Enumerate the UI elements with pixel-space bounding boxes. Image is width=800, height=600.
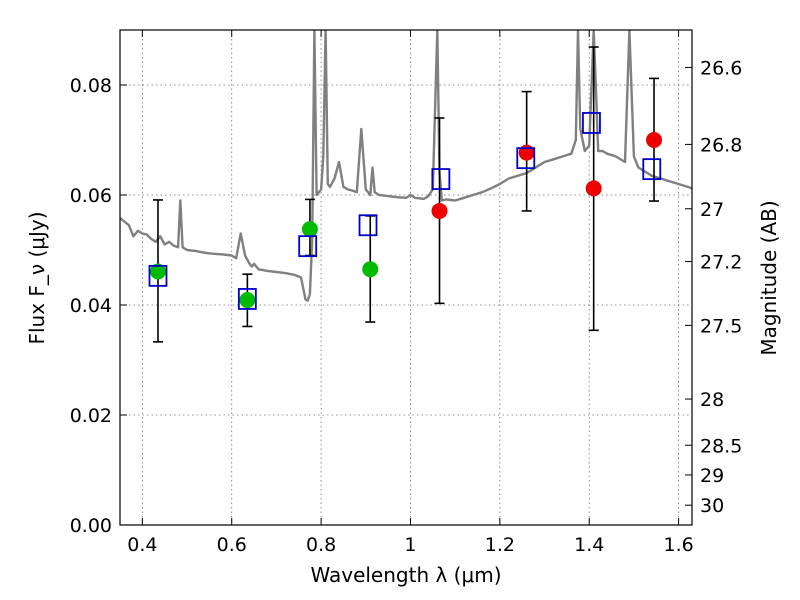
axis-layer: 0.4 0.6 0.8 1 1.2 1.4 1.6 0.00 0.02 0.04 0.06 0.08 2… xyxy=(70,30,742,556)
x-tick-label: 0.4 xyxy=(127,534,157,556)
spectrum-line xyxy=(120,30,692,302)
y2-tick-label: 27 xyxy=(700,199,724,221)
y2-tick-label: 28.5 xyxy=(700,435,742,457)
x-axis-label: Wavelength λ (μm) xyxy=(310,563,501,587)
y-tick-label: 0.08 xyxy=(70,75,112,97)
model-square xyxy=(358,214,378,237)
x-tick-label: 1.2 xyxy=(485,534,515,556)
errorbar-layer xyxy=(152,46,660,343)
model-square xyxy=(582,112,601,134)
model-square xyxy=(516,147,536,170)
y2-tick-label: 26.6 xyxy=(700,57,742,79)
model-square xyxy=(237,288,257,310)
model-square xyxy=(642,158,662,181)
green-data-point xyxy=(301,221,318,238)
square-layer xyxy=(148,112,662,310)
y2-tick-label: 26.8 xyxy=(700,134,742,156)
green-data-point xyxy=(362,261,379,278)
grid-layer xyxy=(120,30,692,526)
model-square xyxy=(298,235,318,258)
y-tick-label: 0.02 xyxy=(70,405,112,427)
plot-frame xyxy=(119,29,693,526)
green-data-point xyxy=(149,263,166,280)
y2-axis-label: Magnitude (AB) xyxy=(757,200,781,355)
x-tick-label: 0.8 xyxy=(306,534,336,556)
y-axis-label: Flux F_ν (μJy) xyxy=(25,211,49,344)
y2-tick-label: 30 xyxy=(700,495,724,517)
y-tick-label: 0.00 xyxy=(70,515,112,537)
x-tick-label: 1.4 xyxy=(574,534,604,556)
model-square xyxy=(431,168,451,190)
y-tick-label: 0.04 xyxy=(70,295,112,317)
x-axis-label-text: Wavelength λ (μm) xyxy=(310,563,501,587)
spectrum-layer xyxy=(120,30,692,302)
y-axis-label-text: Flux F_ν (μJy) xyxy=(25,211,49,344)
model-square xyxy=(148,264,168,287)
x-tick-label: 1 xyxy=(404,534,416,556)
x-tick-label: 0.6 xyxy=(217,534,247,556)
x-tick-label: 1.6 xyxy=(663,534,693,556)
red-data-point xyxy=(431,202,448,219)
y2-tick-label: 29 xyxy=(700,465,724,487)
y2-tick-label: 27.2 xyxy=(700,252,742,274)
y2-tick-label: 27.5 xyxy=(700,315,742,337)
y2-axis-label-text: Magnitude (AB) xyxy=(757,200,781,355)
y-tick-label: 0.06 xyxy=(70,185,112,207)
green-data-point xyxy=(239,292,256,309)
red-data-point xyxy=(518,144,535,161)
red-data-point xyxy=(646,132,663,148)
point-layer xyxy=(149,132,663,309)
y2-tick-label: 28 xyxy=(700,389,724,411)
red-data-point xyxy=(585,180,602,197)
